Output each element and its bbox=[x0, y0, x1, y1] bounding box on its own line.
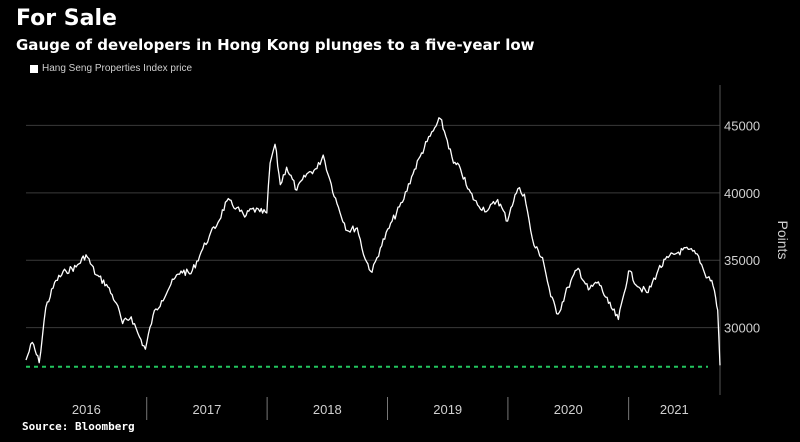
x-tick-label: 2021 bbox=[660, 402, 689, 417]
y-tick-label: 30000 bbox=[724, 321, 760, 336]
legend: Hang Seng Properties Index price bbox=[30, 63, 192, 74]
chart-subtitle: Gauge of developers in Hong Kong plunges… bbox=[16, 36, 535, 54]
x-tick-label: 2017 bbox=[192, 402, 221, 417]
x-tick-label: 2019 bbox=[433, 402, 462, 417]
x-tick-label: 2018 bbox=[313, 402, 342, 417]
y-tick-label: 45000 bbox=[724, 118, 760, 133]
legend-swatch-icon bbox=[30, 64, 38, 73]
grid-lines bbox=[26, 85, 721, 395]
chart-title: For Sale bbox=[16, 6, 117, 31]
y-tick-label: 35000 bbox=[724, 253, 760, 268]
x-tick-label: 2016 bbox=[72, 402, 101, 417]
y-axis-ticks: 30000 35000 40000 45000 bbox=[724, 118, 760, 335]
x-axis-ticks: 2016 2017 2018 2019 2020 2021 bbox=[72, 397, 689, 420]
source-note: Source: Bloomberg bbox=[22, 420, 135, 433]
x-tick-label: 2020 bbox=[554, 402, 583, 417]
y-tick-label: 40000 bbox=[724, 186, 760, 201]
series-line-hang-seng-properties bbox=[25, 117, 721, 366]
y-axis-label: Points bbox=[775, 221, 791, 260]
legend-label: Hang Seng Properties Index price bbox=[42, 63, 193, 74]
